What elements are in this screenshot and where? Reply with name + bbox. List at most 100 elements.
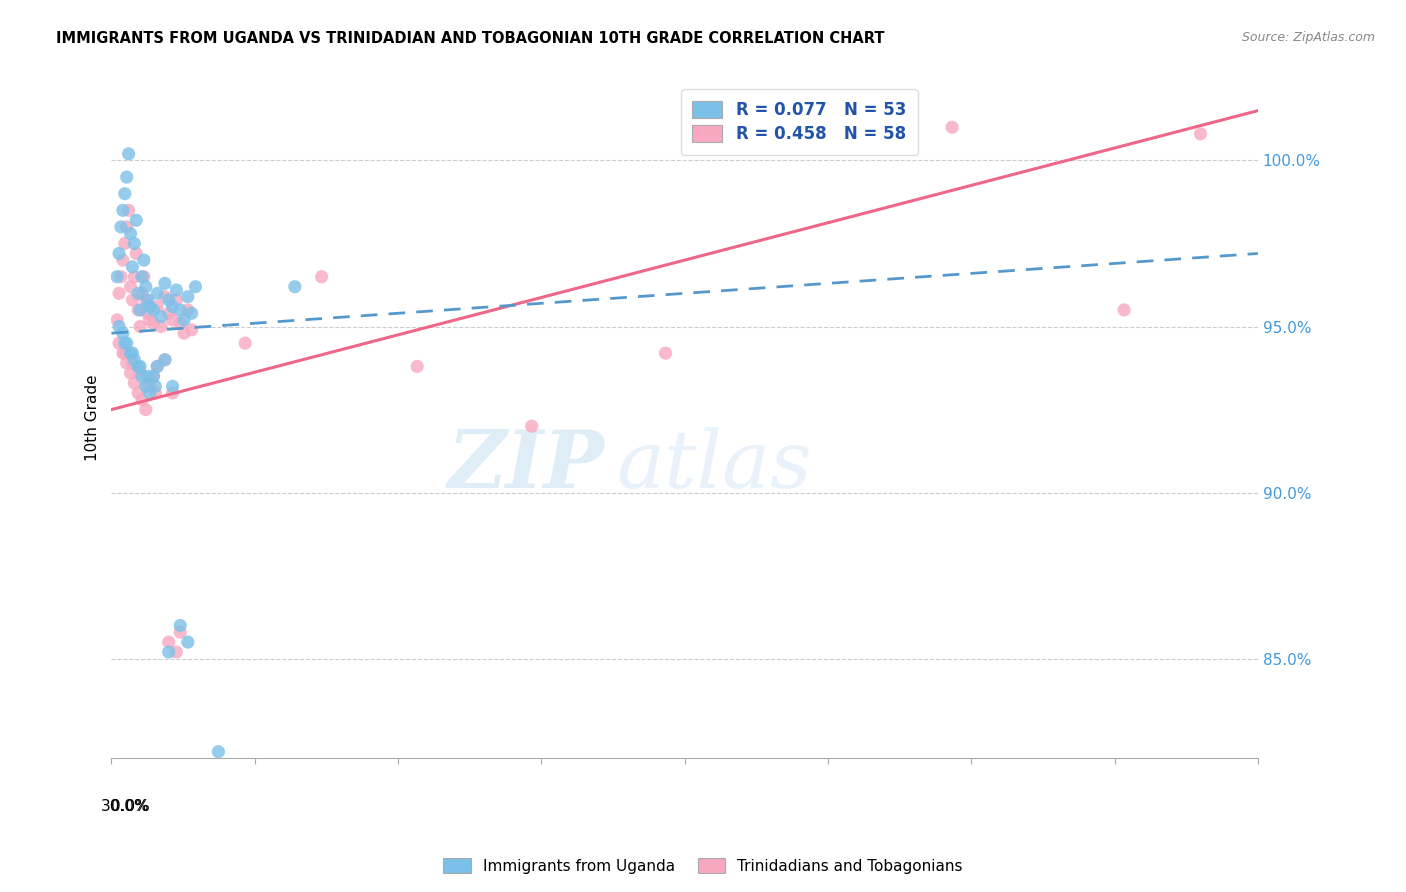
Point bbox=[284, 279, 307, 293]
Point bbox=[115, 336, 138, 351]
Point bbox=[406, 359, 429, 374]
Point bbox=[110, 219, 132, 234]
Point bbox=[129, 366, 152, 380]
Point bbox=[233, 336, 256, 351]
Point bbox=[1189, 127, 1212, 141]
Point bbox=[121, 293, 143, 307]
Point bbox=[146, 300, 169, 314]
Point bbox=[135, 379, 157, 393]
Point bbox=[115, 356, 138, 370]
Text: IMMIGRANTS FROM UGANDA VS TRINIDADIAN AND TOBAGONIAN 10TH GRADE CORRELATION CHAR: IMMIGRANTS FROM UGANDA VS TRINIDADIAN AN… bbox=[56, 31, 884, 46]
Point bbox=[135, 293, 157, 307]
Point bbox=[117, 146, 139, 161]
Point bbox=[124, 269, 146, 284]
Point bbox=[108, 336, 131, 351]
Point bbox=[142, 302, 165, 317]
Point bbox=[146, 286, 169, 301]
Point bbox=[131, 286, 153, 301]
Point bbox=[146, 359, 169, 374]
Point bbox=[153, 352, 176, 367]
Point bbox=[136, 306, 159, 320]
Point bbox=[157, 293, 180, 307]
Point bbox=[121, 356, 143, 370]
Point bbox=[1112, 302, 1135, 317]
Point bbox=[114, 186, 136, 201]
Y-axis label: 10th Grade: 10th Grade bbox=[86, 375, 100, 461]
Point bbox=[105, 313, 128, 327]
Point bbox=[117, 203, 139, 218]
Point bbox=[129, 319, 152, 334]
Point bbox=[124, 376, 146, 390]
Text: ZIP: ZIP bbox=[447, 426, 605, 504]
Point bbox=[120, 346, 142, 360]
Point bbox=[153, 352, 176, 367]
Point bbox=[311, 269, 333, 284]
Point bbox=[162, 386, 184, 401]
Point bbox=[162, 313, 184, 327]
Point bbox=[108, 286, 131, 301]
Point bbox=[108, 246, 131, 260]
Text: 30.0%: 30.0% bbox=[101, 799, 149, 814]
Point bbox=[111, 346, 134, 360]
Point bbox=[177, 290, 200, 304]
Point bbox=[115, 170, 138, 185]
Point bbox=[138, 386, 160, 401]
Point bbox=[173, 313, 195, 327]
Point bbox=[153, 277, 176, 291]
Point bbox=[169, 316, 191, 330]
Point bbox=[105, 269, 128, 284]
Point bbox=[157, 306, 180, 320]
Point bbox=[135, 402, 157, 417]
Point bbox=[142, 369, 165, 384]
Point bbox=[131, 392, 153, 407]
Point bbox=[654, 346, 676, 360]
Text: 0.0%: 0.0% bbox=[111, 799, 150, 814]
Point bbox=[121, 346, 143, 360]
Legend: Immigrants from Uganda, Trinidadians and Tobagonians: Immigrants from Uganda, Trinidadians and… bbox=[437, 852, 969, 880]
Point bbox=[177, 302, 200, 317]
Point bbox=[941, 120, 963, 135]
Point bbox=[114, 336, 136, 351]
Point bbox=[169, 302, 191, 317]
Point bbox=[131, 369, 153, 384]
Point bbox=[157, 635, 180, 649]
Point bbox=[124, 352, 146, 367]
Point bbox=[114, 236, 136, 251]
Point bbox=[127, 302, 149, 317]
Point bbox=[150, 319, 173, 334]
Point bbox=[111, 326, 134, 341]
Point bbox=[127, 286, 149, 301]
Point bbox=[127, 359, 149, 374]
Point bbox=[124, 236, 146, 251]
Point bbox=[132, 253, 155, 268]
Point bbox=[136, 376, 159, 390]
Legend: R = 0.077   N = 53, R = 0.458   N = 58: R = 0.077 N = 53, R = 0.458 N = 58 bbox=[681, 89, 918, 154]
Point bbox=[520, 419, 543, 434]
Point bbox=[108, 319, 131, 334]
Point bbox=[125, 213, 148, 227]
Point bbox=[177, 635, 200, 649]
Point bbox=[169, 625, 191, 640]
Point bbox=[129, 302, 152, 317]
Point bbox=[162, 379, 184, 393]
Point bbox=[207, 745, 229, 759]
Point bbox=[120, 366, 142, 380]
Point bbox=[153, 290, 176, 304]
Point bbox=[138, 313, 160, 327]
Point bbox=[180, 306, 202, 320]
Point bbox=[129, 359, 152, 374]
Point bbox=[136, 369, 159, 384]
Point bbox=[115, 219, 138, 234]
Point bbox=[143, 386, 166, 401]
Point bbox=[114, 346, 136, 360]
Point bbox=[150, 310, 173, 324]
Point bbox=[132, 269, 155, 284]
Point bbox=[162, 300, 184, 314]
Point bbox=[121, 260, 143, 274]
Point bbox=[143, 379, 166, 393]
Point bbox=[135, 279, 157, 293]
Point bbox=[138, 379, 160, 393]
Point bbox=[165, 283, 187, 297]
Point bbox=[110, 269, 132, 284]
Point bbox=[111, 203, 134, 218]
